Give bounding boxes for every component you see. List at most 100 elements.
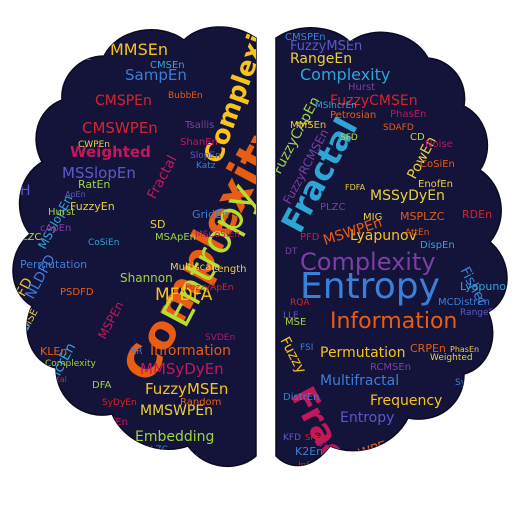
left-word: ApEn: [65, 190, 86, 199]
right-word: FuzzyCMSEn: [330, 93, 418, 109]
right-word: Entropy: [340, 410, 394, 426]
right-word: PhasEn: [390, 109, 426, 120]
left-word: Random: [180, 397, 221, 408]
left-word: Complexity: [45, 359, 97, 369]
right-word: FSI: [300, 343, 313, 353]
right-word: Petrosian: [330, 110, 376, 121]
right-word: Information: [330, 309, 457, 334]
left-word: DFA: [92, 380, 112, 391]
right-word: Noise: [425, 139, 453, 150]
right-word: CD: [410, 132, 425, 143]
left-word: HFD: [85, 40, 106, 51]
left-hemisphere: [12, 26, 257, 468]
right-word: Frequency: [370, 393, 442, 409]
right-word: FDFA: [345, 183, 366, 192]
right-word: SDAFD: [383, 123, 414, 133]
right-word: CMSPEn: [285, 32, 326, 43]
right-word: RQA: [290, 298, 310, 308]
left-word: RR: [130, 347, 143, 357]
left-word: MMSyDyEn: [140, 360, 224, 378]
right-word: MMSEn: [290, 120, 326, 131]
left-word: BubbEn: [168, 91, 203, 101]
right-word: RangeEn: [290, 51, 352, 67]
right-word: PhasEn: [450, 345, 479, 354]
left-word: CMSWPEn: [82, 119, 158, 137]
left-word: SpEn: [82, 445, 105, 455]
right-word: MSE: [285, 317, 306, 328]
left-word: ShanEn: [180, 137, 218, 148]
left-word: Permutation: [20, 258, 87, 271]
left-word: PSDFD: [60, 287, 94, 298]
right-word: SPEn: [305, 433, 325, 442]
right-word: RDEn: [462, 208, 492, 221]
right-word: FuzzyMSEn: [290, 39, 362, 54]
left-word: Embedding: [135, 429, 214, 445]
left-word: Shannon: [120, 271, 173, 285]
left-word: SD: [150, 218, 165, 231]
left-word: CMSEn: [150, 60, 185, 71]
left-word: Tsallis: [184, 120, 214, 131]
left-word: LZC: [22, 232, 41, 243]
right-word: Weighted: [430, 353, 473, 363]
right-word: MCDistrEn: [438, 297, 490, 308]
left-word: Fractal: [40, 375, 67, 384]
left-word: CWPEn: [78, 140, 110, 150]
right-word: Information: [298, 461, 350, 471]
left-word: CoSiEn: [88, 238, 119, 248]
left-word: Information: [150, 343, 231, 359]
right-word: PFD: [300, 232, 320, 243]
left-word: MMSEn: [110, 40, 168, 59]
left-word: KLEn: [40, 345, 67, 358]
right-word: MSPLZC: [400, 210, 445, 223]
right-hemisphere: [275, 27, 508, 467]
left-word: SyDyEn: [102, 398, 137, 408]
left-word: MSApEn: [155, 232, 196, 243]
right-word: SyDyEn: [455, 378, 490, 388]
right-word: Entropy: [300, 266, 440, 307]
left-word: FuzzyApEn: [185, 283, 233, 293]
right-word: MSPEn: [430, 423, 460, 433]
left-word: Katz: [196, 161, 216, 171]
right-word: MSSyDyEn: [370, 188, 445, 204]
left-word: MFDFA: [155, 285, 213, 305]
right-word: K2En: [295, 445, 323, 458]
right-word: DT: [285, 247, 298, 257]
right-word: Permutation: [320, 345, 405, 361]
right-word: Complexity: [300, 248, 436, 276]
right-word: CoSiEn: [420, 159, 455, 170]
left-word: MSCoSiEn: [195, 230, 240, 240]
right-word: Complexity: [300, 65, 390, 84]
right-word: Multifractal: [320, 373, 399, 389]
left-word: H: [20, 183, 31, 199]
right-word: PLZC: [320, 202, 345, 213]
right-word: LLE: [283, 311, 299, 321]
left-word: RatEn: [78, 178, 110, 191]
left-word: SlopEn: [190, 151, 221, 161]
left-word: cApEn: [40, 223, 71, 234]
left-word: Multiscale: [170, 262, 220, 273]
left-word: Hurst: [48, 207, 75, 218]
right-word: Hurst: [348, 82, 375, 93]
left-word: BubbEn: [145, 450, 199, 466]
left-word: GridEn: [192, 208, 229, 221]
left-word: Weighted: [70, 143, 151, 161]
left-word: SVDEn: [205, 333, 235, 343]
right-word: DispEn: [420, 240, 455, 251]
right-word: KFD: [283, 433, 301, 443]
right-word: CRPEn: [410, 342, 446, 355]
right-word: SFD: [340, 133, 358, 143]
left-word: DiffEn: [98, 417, 128, 428]
left-word: MSSlopEn: [62, 164, 136, 182]
left-word: MMSWPEn: [140, 403, 213, 419]
right-word: RCMSEn: [370, 362, 411, 373]
right-word: AttEn: [405, 228, 429, 238]
left-word: FuzzyMSEn: [145, 380, 228, 398]
left-word: Length: [212, 264, 247, 275]
left-word: FuzzyEn: [70, 200, 115, 213]
left-word: CMSPEn: [95, 93, 152, 109]
right-word: MSIncrEn: [315, 101, 357, 111]
right-word: Lyapunov: [350, 228, 417, 244]
right-word: EnofEn: [418, 179, 453, 190]
right-word: RangeEn: [460, 308, 500, 318]
